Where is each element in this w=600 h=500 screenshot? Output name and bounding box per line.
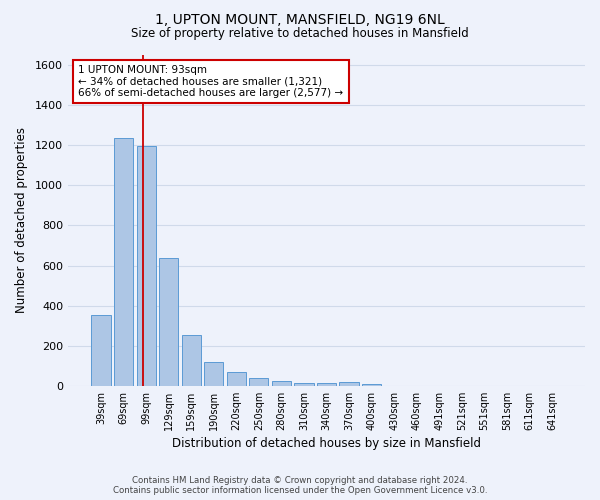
Bar	[249, 378, 268, 386]
Bar	[204, 362, 223, 386]
Bar	[272, 382, 291, 386]
Bar	[227, 372, 246, 386]
Y-axis label: Number of detached properties: Number of detached properties	[15, 128, 28, 314]
Bar	[295, 383, 314, 386]
Bar	[159, 258, 178, 386]
Text: Size of property relative to detached houses in Mansfield: Size of property relative to detached ho…	[131, 28, 469, 40]
Bar	[340, 382, 359, 386]
Text: Contains HM Land Registry data © Crown copyright and database right 2024.
Contai: Contains HM Land Registry data © Crown c…	[113, 476, 487, 495]
Text: 1 UPTON MOUNT: 93sqm
← 34% of detached houses are smaller (1,321)
66% of semi-de: 1 UPTON MOUNT: 93sqm ← 34% of detached h…	[78, 65, 343, 98]
Bar	[114, 138, 133, 386]
Text: 1, UPTON MOUNT, MANSFIELD, NG19 6NL: 1, UPTON MOUNT, MANSFIELD, NG19 6NL	[155, 12, 445, 26]
Bar	[362, 384, 381, 386]
Bar	[91, 314, 110, 386]
Bar	[317, 383, 336, 386]
Bar	[137, 146, 155, 386]
X-axis label: Distribution of detached houses by size in Mansfield: Distribution of detached houses by size …	[172, 437, 481, 450]
Bar	[182, 334, 201, 386]
